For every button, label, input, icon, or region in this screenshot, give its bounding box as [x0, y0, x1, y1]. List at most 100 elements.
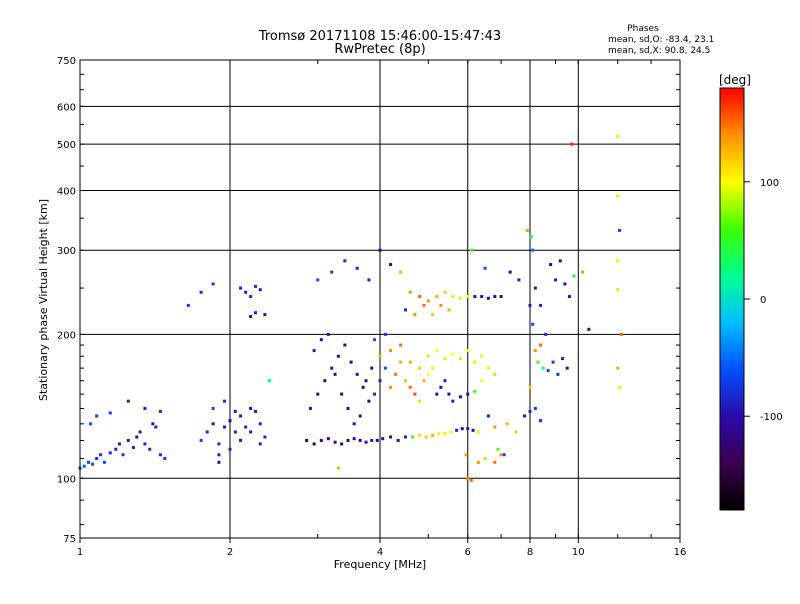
data-point — [435, 392, 439, 396]
data-point — [305, 438, 309, 442]
x-tick-label: 16 — [674, 547, 687, 558]
data-point — [422, 379, 426, 383]
data-point — [319, 438, 323, 442]
data-point — [163, 456, 167, 460]
data-point — [233, 409, 237, 413]
data-point — [389, 263, 393, 267]
data-point — [249, 406, 253, 410]
data-point — [466, 476, 470, 480]
data-point — [493, 425, 497, 429]
data-point — [381, 437, 385, 441]
data-point — [493, 372, 497, 376]
y-tick-label: 400 — [57, 186, 76, 197]
data-point — [413, 313, 417, 317]
data-point — [533, 406, 537, 410]
data-point — [95, 414, 99, 418]
data-point — [553, 278, 557, 282]
data-point — [373, 338, 377, 342]
data-point — [267, 379, 271, 383]
data-point — [239, 438, 243, 442]
data-point — [199, 290, 203, 294]
data-point — [312, 349, 316, 353]
x-tick-label: 10 — [572, 547, 585, 558]
data-point — [525, 228, 529, 232]
data-point — [343, 343, 347, 347]
data-point — [466, 392, 470, 396]
data-point — [333, 440, 337, 444]
data-point — [422, 303, 426, 307]
x-tick-label: 6 — [465, 547, 471, 558]
data-point — [483, 266, 487, 270]
data-point — [143, 406, 147, 410]
data-point — [330, 366, 334, 370]
data-point — [378, 379, 382, 383]
plot-grid — [80, 60, 680, 538]
data-point — [108, 451, 112, 455]
data-point — [346, 406, 350, 410]
data-point — [616, 194, 620, 198]
y-tick-label: 600 — [57, 102, 76, 113]
data-point — [378, 354, 382, 358]
colorbar-tick-label: 0 — [760, 295, 766, 306]
colorbar-label: [deg] — [719, 73, 751, 87]
colorbar-tick-label: 100 — [760, 178, 779, 189]
y-tick-label: 750 — [57, 56, 76, 67]
data-point — [443, 357, 447, 361]
data-point — [458, 296, 462, 300]
data-point — [587, 327, 591, 331]
data-point — [561, 357, 565, 361]
data-point — [403, 308, 407, 312]
data-point — [249, 295, 253, 299]
data-point — [126, 399, 130, 403]
y-tick-label: 500 — [57, 140, 76, 151]
data-point — [616, 134, 620, 138]
data-point — [551, 360, 555, 364]
data-point — [449, 430, 453, 434]
data-point — [447, 308, 451, 312]
data-point — [217, 442, 221, 446]
data-point — [223, 425, 227, 429]
data-point — [370, 438, 374, 442]
colorbar-ticks: 100 0 -100 — [744, 178, 783, 423]
data-point — [378, 248, 382, 252]
data-point — [466, 295, 470, 299]
data-point — [408, 385, 412, 389]
data-point — [437, 432, 441, 436]
data-point — [396, 438, 400, 442]
data-point — [399, 270, 403, 274]
data-point — [403, 435, 407, 439]
data-point — [263, 435, 267, 439]
data-point — [411, 435, 415, 439]
data-point — [244, 290, 248, 294]
data-point — [135, 435, 139, 439]
data-point — [473, 389, 477, 393]
data-point — [121, 453, 125, 457]
data-point — [333, 372, 337, 376]
data-point — [126, 438, 130, 442]
data-point — [499, 453, 503, 457]
data-point — [148, 447, 152, 451]
data-point — [336, 354, 340, 358]
data-point — [486, 366, 490, 370]
phases-header: Phases — [627, 24, 659, 34]
data-point — [536, 360, 540, 364]
data-point — [466, 349, 470, 353]
data-point — [228, 447, 232, 451]
data-point — [355, 372, 359, 376]
data-point — [89, 422, 93, 426]
data-point — [508, 270, 512, 274]
data-point — [451, 399, 455, 403]
data-point — [239, 414, 243, 418]
data-point — [340, 392, 344, 396]
data-point — [499, 295, 503, 299]
data-point — [319, 338, 323, 342]
data-point — [239, 286, 243, 290]
data-point — [451, 352, 455, 356]
data-point — [443, 432, 447, 436]
y-tick-label: 300 — [57, 246, 76, 257]
data-point — [186, 303, 190, 307]
data-point — [383, 366, 387, 370]
data-point — [408, 290, 412, 294]
data-point — [355, 266, 359, 270]
